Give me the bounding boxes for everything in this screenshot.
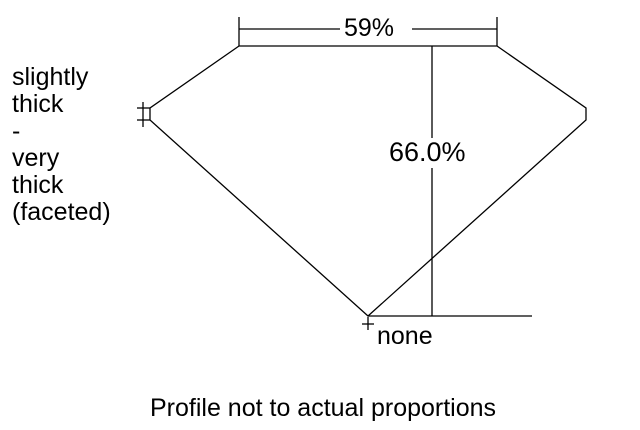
depth-percent-label: 66.0%: [389, 137, 466, 167]
girdle-label-line: thick: [12, 171, 64, 199]
girdle-label-line: -: [12, 117, 21, 145]
girdle-label-line: (faceted): [12, 198, 111, 226]
culet-label: none: [377, 322, 433, 350]
girdle-label-line: slightly: [12, 63, 89, 91]
caption: Profile not to actual proportions: [150, 394, 497, 422]
girdle-label-line: very: [12, 144, 60, 172]
gem-outline: [149, 45, 587, 317]
table-percent-label: 59%: [344, 14, 395, 42]
girdle-label-line: thick: [12, 90, 64, 118]
girdle-label: slightly thick - very thick (faceted): [12, 64, 111, 226]
